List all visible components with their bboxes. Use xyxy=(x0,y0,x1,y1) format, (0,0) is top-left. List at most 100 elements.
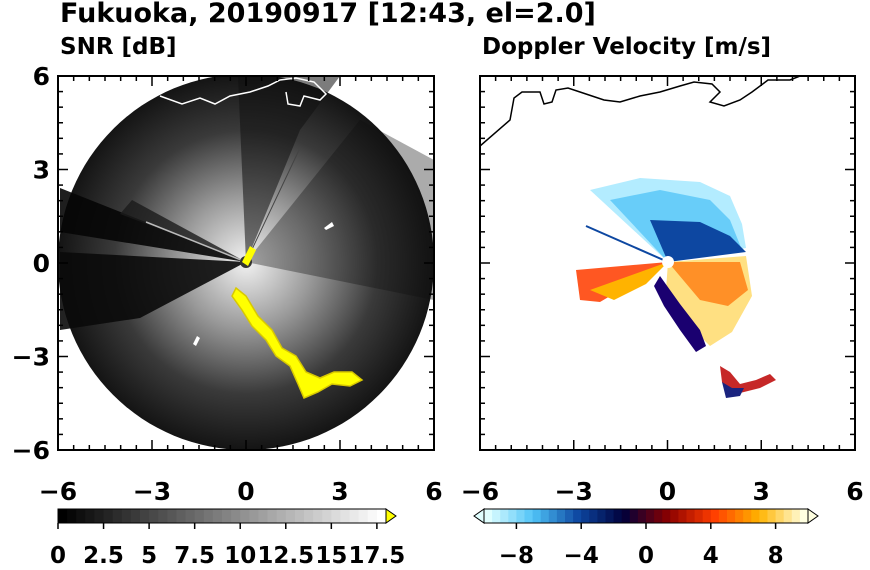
doppler-receding-region xyxy=(668,262,748,306)
doppler-ray xyxy=(585,225,669,263)
snr-colorbar-bin xyxy=(258,509,269,523)
doppler-echo xyxy=(722,382,744,398)
snr-coastline xyxy=(159,77,328,107)
snr-echo-spot xyxy=(324,222,334,230)
doppler-colorbar-bin xyxy=(613,509,623,523)
doppler-colorbar-label: 4 xyxy=(703,543,719,569)
snr-colorbar-bin xyxy=(276,509,287,523)
doppler-x-tick-label: −3 xyxy=(555,477,593,506)
doppler-colorbar-bin xyxy=(654,509,663,523)
snr-blocked-sector xyxy=(120,200,246,262)
snr-colorbar-bin xyxy=(231,509,241,523)
doppler-approaching-region xyxy=(650,220,746,262)
doppler-colorbar-label: 8 xyxy=(768,543,784,569)
doppler-colorbar-extend-min xyxy=(473,508,485,524)
snr-blocked-sector xyxy=(60,252,246,330)
snr-colorbar-label: 2.5 xyxy=(83,543,124,569)
snr-high-echo xyxy=(231,286,364,399)
snr-colorbar-bin xyxy=(249,509,259,523)
snr-colorbar-bin xyxy=(222,509,232,523)
doppler-colorbar-bin xyxy=(524,509,534,523)
doppler-colorbar-bin xyxy=(646,509,655,523)
snr-y-tick-label: −6 xyxy=(12,436,50,465)
doppler-colorbar-bin xyxy=(670,509,679,523)
doppler-radar-center xyxy=(662,256,674,268)
doppler-colorbar-bin xyxy=(743,509,752,523)
doppler-colorbar-label: −4 xyxy=(564,543,599,569)
doppler-panel-title: Doppler Velocity [m/s] xyxy=(482,34,772,60)
snr-y-tick-label: 6 xyxy=(33,62,50,91)
snr-x-tick-label: 0 xyxy=(237,477,254,506)
snr-colorbar-bin xyxy=(149,509,159,523)
snr-high-echo xyxy=(242,246,256,266)
doppler-colorbar-bin xyxy=(540,509,550,523)
doppler-receding-region xyxy=(590,262,668,300)
snr-colorbar-bin xyxy=(285,509,296,523)
doppler-colorbar-bin xyxy=(686,509,696,523)
snr-field xyxy=(58,76,434,450)
snr-colorbar-bin xyxy=(349,509,360,523)
snr-y-tick-label: 0 xyxy=(33,249,50,278)
snr-colorbar-bin xyxy=(130,509,141,523)
doppler-colorbar-bin xyxy=(791,509,801,523)
doppler-field xyxy=(480,76,801,398)
doppler-colorbar-bin xyxy=(565,509,574,523)
snr-colorbar-bin xyxy=(67,509,77,523)
doppler-x-tick-label: 3 xyxy=(753,477,770,506)
doppler-colorbar-bin xyxy=(556,509,566,523)
snr-y-tick-label: −3 xyxy=(12,343,50,372)
snr-colorbar-label: 5 xyxy=(141,543,157,569)
doppler-colorbar-bin xyxy=(767,509,777,523)
snr-colorbar-bin xyxy=(267,509,278,523)
doppler-colorbar-bin xyxy=(662,509,671,523)
snr-colorbar-label: 0 xyxy=(50,543,66,569)
snr-colorbar-bin xyxy=(103,509,114,523)
figure-title: Fukuoka, 20190917 [12:43, el=2.0] xyxy=(60,0,596,29)
snr-x-tick-label: 6 xyxy=(425,477,442,506)
doppler-colorbar-bin xyxy=(694,509,704,523)
snr-colorbar-bin xyxy=(158,509,168,523)
snr-colorbar-bin xyxy=(294,509,305,523)
snr-colorbar-bin xyxy=(58,509,68,523)
doppler-colorbar-bin xyxy=(484,509,493,523)
snr-colorbar-bin xyxy=(76,509,86,523)
doppler-colorbar-bin xyxy=(727,509,736,523)
doppler-colorbar-bin xyxy=(751,509,760,523)
doppler-colorbar-bin xyxy=(637,509,647,523)
snr-colorbar-label: 17.5 xyxy=(349,543,406,569)
doppler-colorbar-bin xyxy=(799,509,809,523)
snr-colorbar-bin xyxy=(358,509,369,523)
snr-colorbar-bin xyxy=(304,509,314,523)
doppler-x-tick-label: 6 xyxy=(846,477,863,506)
doppler-colorbar-bin xyxy=(516,509,525,523)
doppler-colorbar-bin xyxy=(500,509,509,523)
doppler-folding-edge xyxy=(654,276,706,352)
snr-clutter-line xyxy=(245,147,301,263)
doppler-colorbar-bin xyxy=(597,509,606,523)
snr-colorbar-bin xyxy=(212,509,223,523)
snr-colorbar-bin xyxy=(203,509,214,523)
snr-x-tick-label: −6 xyxy=(39,477,77,506)
doppler-colorbar-bin xyxy=(783,509,793,523)
snr-colorbar-label: 12.5 xyxy=(257,543,314,569)
colorbar-layer: 0 2.5 5 7.5 10 12.5 15 17.5 −8 −4 0 4 8 xyxy=(50,508,819,569)
doppler-colorbar-bin xyxy=(678,509,687,523)
doppler-colorbar-bin xyxy=(718,509,728,523)
snr-colorbar-bin xyxy=(85,509,95,523)
snr-clutter-line xyxy=(145,221,247,263)
snr-colorbar-label: 7.5 xyxy=(174,543,215,569)
doppler-x-tick-label: −6 xyxy=(461,477,499,506)
doppler-colorbar-bin xyxy=(621,509,631,523)
doppler-colorbar-bin xyxy=(629,509,639,523)
doppler-colorbar-label: 0 xyxy=(638,543,654,569)
doppler-colorbar-bin xyxy=(605,509,615,523)
snr-colorbar-label: 15 xyxy=(315,543,347,569)
snr-dim-sector xyxy=(246,120,434,300)
snr-colorbar-bin xyxy=(121,509,132,523)
snr-colorbar-bin xyxy=(194,509,205,523)
doppler-colorbar-bin xyxy=(735,509,744,523)
snr-colorbar-bin xyxy=(185,509,196,523)
snr-y-tick-label: 3 xyxy=(33,156,50,185)
doppler-colorbar-bin xyxy=(532,509,542,523)
snr-echo-spot xyxy=(193,336,200,346)
